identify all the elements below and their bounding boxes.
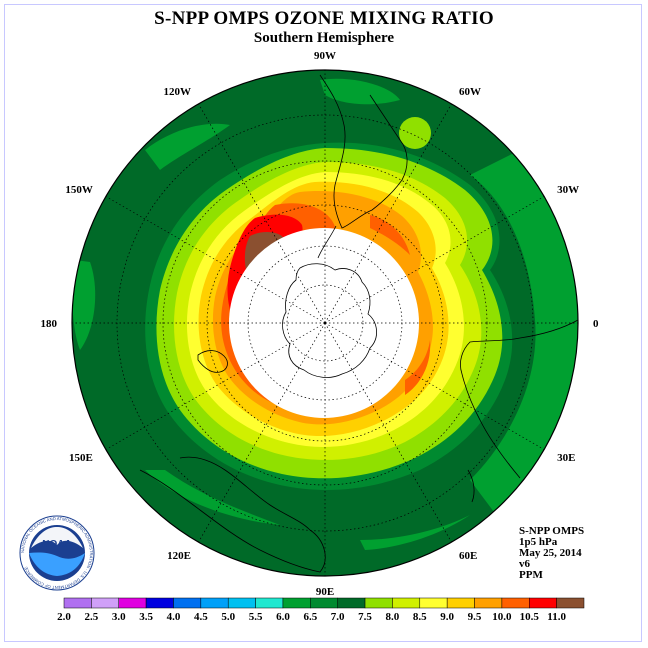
noaa-logo: NOAA NATIONAL OCEANIC AND ATMOSPHERIC AD…	[19, 515, 95, 591]
level-6p0-blob	[145, 123, 230, 170]
latitude-circle	[162, 160, 488, 486]
colorbar-tick-label: 5.0	[221, 611, 235, 623]
longitude-labels: 90W 60W 30W 0 30E 60E 90E 120E 150E 180 150W 120W	[41, 50, 600, 598]
colorbar-tick-label: 3.5	[139, 611, 153, 623]
longitude-label: 90E	[316, 586, 334, 598]
colorbar-tick-label: 10.0	[492, 611, 512, 623]
colorbar-tick-label: 11.0	[547, 611, 566, 623]
longitude-label: 60W	[459, 86, 481, 98]
map-title: S-NPP OMPS OZONE MIXING RATIO	[154, 8, 494, 29]
longitude-label: 90W	[314, 50, 336, 62]
longitude-label: 120W	[164, 86, 192, 98]
africa-coastline	[460, 319, 579, 479]
colorbar-swatch	[337, 597, 366, 609]
level-6p0-blob	[360, 515, 470, 550]
madagascar-coastline	[467, 469, 475, 503]
colorbar-swatch	[91, 597, 119, 609]
colorbar-swatch	[556, 597, 585, 609]
colorbar: 2.0 2.5 3.0 3.5 4.0 4.5 5.0 5.5 6.0 6.5 7.0 7.5 8.0 8…	[57, 597, 585, 623]
colorbar-tick-label: 10.5	[520, 611, 540, 623]
colorbar-swatch	[419, 597, 448, 609]
colorbar-swatch	[200, 597, 229, 609]
map-subtitle: Southern Hemisphere	[253, 30, 395, 46]
colorbar-tick-label: 3.0	[112, 611, 126, 623]
level-6p0-blob	[399, 117, 431, 149]
latitude-circle	[286, 284, 364, 362]
colorbar-tick-label: 9.0	[440, 611, 454, 623]
level-10p0-band	[370, 215, 410, 255]
colorbar-swatch	[63, 597, 92, 609]
level-10p0-band	[405, 340, 431, 395]
colorbar-tick-label: 6.0	[276, 611, 290, 623]
colorbar-swatch	[145, 597, 174, 609]
colorbar-swatch	[310, 597, 338, 609]
colorbar-swatch	[173, 597, 202, 609]
latitude-circle	[206, 204, 444, 442]
colorbar-swatch	[118, 597, 147, 609]
level-6p0-blob	[320, 78, 400, 105]
noaa-logo-text: NOAA	[42, 539, 71, 550]
longitude-label: 0	[593, 318, 599, 330]
level-6p0-blob	[72, 260, 96, 350]
colorbar-tick-label: 2.5	[84, 611, 98, 623]
figure-frame	[4, 4, 642, 642]
colorbar-swatch	[501, 597, 530, 609]
longitude-label: 150E	[69, 452, 93, 464]
date-label: May 25, 2014	[519, 547, 582, 559]
colorbar-tick-label: 7.5	[358, 611, 372, 623]
new-zealand-coastline	[197, 350, 228, 373]
colorbar-tick-label: 8.5	[413, 611, 427, 623]
colorbar-tick-label: 2.0	[57, 611, 71, 623]
colorbar-tick-label: 6.5	[303, 611, 317, 623]
level-6p0-blob	[145, 470, 280, 525]
colorbar-swatch	[227, 597, 256, 609]
longitude-label: 150W	[65, 184, 93, 196]
units-label: PPM	[519, 569, 543, 581]
colorbar-tick-label: 8.0	[386, 611, 400, 623]
pressure-level-label: 1p5 hPa	[519, 536, 558, 548]
colorbar-tick-label: 4.0	[167, 611, 181, 623]
colorbar-tick-label: 4.5	[194, 611, 208, 623]
colorbar-swatch	[392, 597, 421, 609]
globe-outline	[71, 69, 579, 577]
longitude-label: 120E	[167, 550, 191, 562]
instrument-label: S-NPP OMPS	[519, 525, 585, 537]
colorbar-swatch	[364, 597, 393, 609]
longitude-label: 30W	[557, 184, 579, 196]
south-pole-marker	[323, 321, 327, 325]
colorbar-swatch	[255, 597, 284, 609]
antarctica-coastline	[282, 263, 377, 378]
longitude-label: 30E	[557, 452, 575, 464]
colorbar-swatch	[282, 597, 311, 609]
version-label: v6	[519, 558, 530, 570]
longitude-label: 60E	[459, 550, 477, 562]
info-block: S-NPP OMPS 1p5 hPa May 25, 2014 v6 PPM	[519, 526, 584, 581]
colorbar-tick-label: 5.5	[249, 611, 263, 623]
colorbar-swatch	[474, 597, 503, 609]
colorbar-tick-label: 9.5	[468, 611, 482, 623]
australia-coastline	[139, 456, 326, 573]
colorbar-tick-label: 7.0	[331, 611, 345, 623]
longitude-label: 180	[41, 318, 58, 330]
colorbar-swatch	[529, 597, 557, 609]
antarctic-peninsula	[317, 225, 337, 259]
south-america-coastline	[319, 74, 408, 229]
coastlines	[139, 74, 579, 573]
colorbar-swatch	[446, 597, 475, 609]
